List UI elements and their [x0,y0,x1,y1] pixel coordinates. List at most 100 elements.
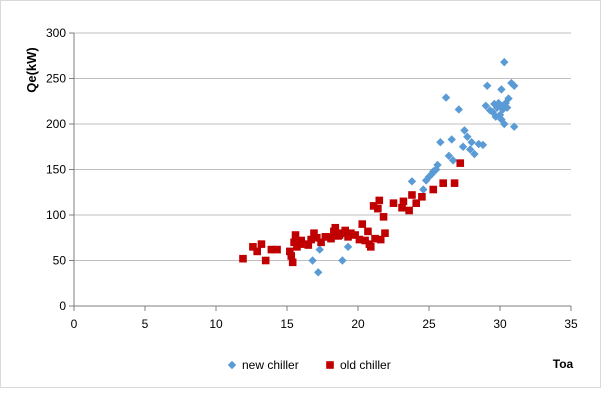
old-chiller-point [313,233,321,242]
old-chiller-point [366,243,375,251]
legend-label: new chiller [242,358,299,372]
old-chiller-point [399,197,408,206]
old-chiller-point [364,227,372,236]
old-chiller-point [355,235,364,244]
new-chiller-point [436,138,445,147]
y-tick-label: 300 [46,26,66,40]
new-chiller-point [483,81,492,90]
old-chiller-point [300,240,308,248]
new-chiller-point [315,245,324,254]
old-chiller-point [287,252,296,260]
x-tick-label: 0 [71,317,78,331]
legend: new chiller old chiller [227,358,391,372]
new-chiller-point [314,268,323,277]
old-chiller-point [412,199,421,207]
y-tick-label: 0 [59,299,66,313]
new-chiller-point [485,106,495,115]
old-chiller-point [331,223,340,232]
old-chiller-point [398,203,406,212]
old-chiller-point [304,241,313,249]
old-chiller-point [429,185,438,194]
old-chiller-point [310,229,318,237]
new-chiller-point [465,145,475,154]
y-tick-label: 250 [46,72,66,86]
old-chiller-point [351,231,359,239]
legend-label: old chiller [340,358,391,372]
old-chiller-point [371,234,379,243]
x-axis-title: Toa [553,357,574,371]
new-chiller-point [460,126,469,135]
old-chiller-point [293,243,301,251]
old-chiller-point [267,245,276,254]
new-chiller-point [458,142,468,151]
new-chiller-point [504,94,513,103]
old-chiller-point [439,179,447,187]
new-chiller-point [507,78,516,88]
old-chiller-point [249,243,257,251]
old-chiller-point [408,191,416,199]
y-tick-label: 50 [53,254,67,268]
old-chiller-point [358,220,367,228]
new-chiller-point [502,103,512,112]
new-chiller-point [424,172,434,181]
old-chiller-point [405,206,413,215]
new-chiller-point [470,149,479,159]
old-chiller-point [286,247,294,256]
old-chiller-point [253,247,261,256]
new-chiller-point [500,57,509,67]
new-chiller-point [491,112,500,121]
new-chiller-point [500,119,509,129]
y-tick-label: 150 [46,163,66,177]
old-chiller-point [288,258,297,267]
old-chiller-point [374,204,382,213]
x-tick-label: 15 [280,317,294,331]
new-chiller-point [454,105,464,114]
new-chiller-point [444,151,454,161]
axes [69,32,572,311]
new-chiller-point [441,93,451,102]
new-chiller-point [448,156,458,165]
x-tick-label: 25 [422,317,436,331]
old-chiller-point [389,199,398,207]
new-chiller-point [510,81,519,90]
x-tick-label: 5 [142,317,149,331]
old-chiller-point [261,256,270,265]
new-chiller-point [498,101,508,110]
old-chiller-point [376,235,385,244]
old-chiller-point [361,236,369,245]
x-tick-label: 35 [564,317,578,331]
old-chiller-point [327,234,335,243]
old-chiller-point [341,226,350,235]
old-chiller-point [375,196,384,205]
y-tick-label: 200 [46,117,66,131]
new-chiller-point [308,256,317,265]
x-tick-label: 20 [351,317,365,331]
old-chiller-point [257,240,266,248]
old-chiller-point [273,245,281,254]
new-chiller-point [407,177,417,186]
legend-marker-new-chiller [227,360,237,370]
old-chiller-point [317,238,325,247]
old-chiller-point [347,229,355,237]
new-chiller-point [497,85,506,94]
new-chiller-point [478,140,488,150]
y-axis-title: Qe(kW) [24,47,39,93]
y-tick-label: 100 [46,208,66,222]
new-chiller-point [481,101,490,110]
x-tick-label: 10 [209,317,223,331]
new-chiller-point [343,242,353,252]
old-chiller-point [379,213,388,221]
new-chiller-point [463,132,472,141]
old-chiller-point [450,179,459,187]
legend-marker-old-chiller [326,361,334,369]
old-chiller-point [381,229,389,237]
old-chiller-point [239,254,247,263]
old-chiller-point [291,231,300,239]
new-chiller-point [488,107,498,117]
new-chiller-point [467,138,476,147]
tick-labels: 0 50 100 150 200 250 300 0 5 10 15 20 25 30 35 [46,26,578,331]
new-chiller-point [338,256,347,265]
